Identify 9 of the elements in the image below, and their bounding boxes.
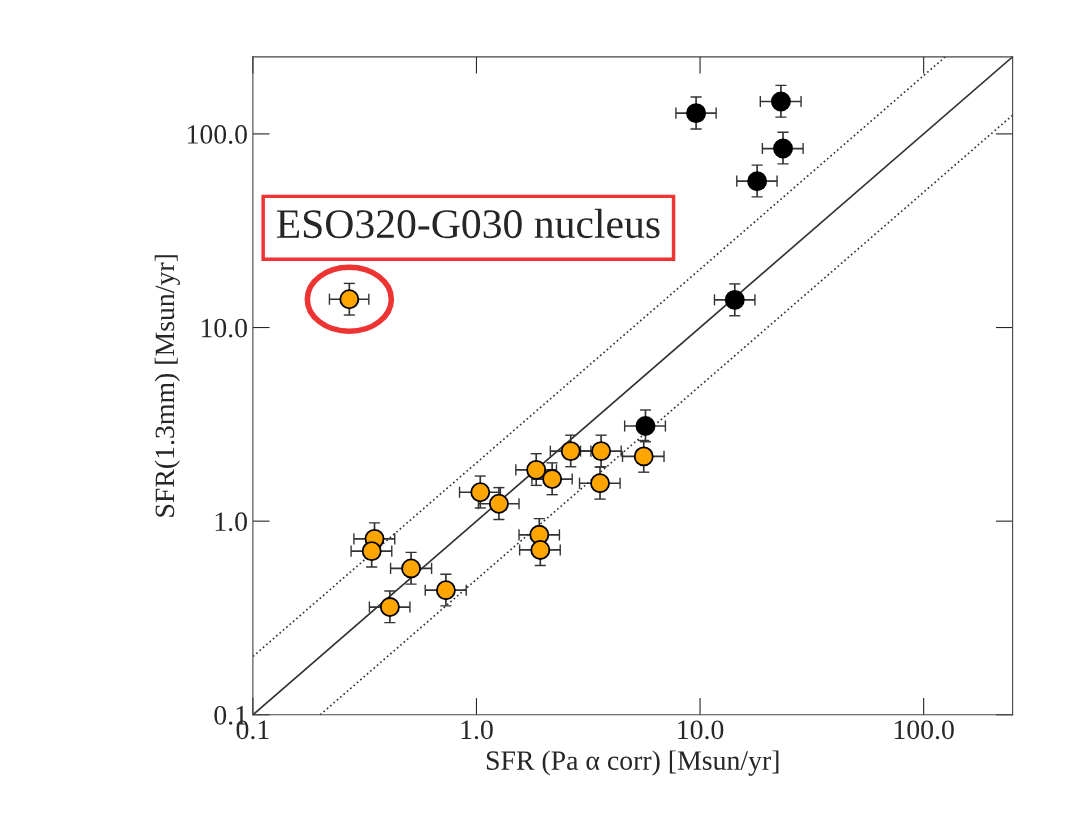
y-tick-label: 1.0 (215, 512, 247, 532)
x-tick-label: 10.0 (678, 720, 724, 740)
x-tick-label: 1.0 (461, 720, 493, 740)
x-axis-title: SFR (Pa α corr) [Msun/yr] (486, 750, 779, 776)
x-tick-label: 100.0 (894, 720, 954, 740)
y-tick-label: 100.0 (187, 125, 247, 144)
annotation: ESO320-G030 nucleus (276, 208, 660, 239)
y-tick-label: 10.0 (201, 318, 247, 338)
y-axis-title: SFR(1.3mm) [Msun/yr] (154, 255, 180, 517)
